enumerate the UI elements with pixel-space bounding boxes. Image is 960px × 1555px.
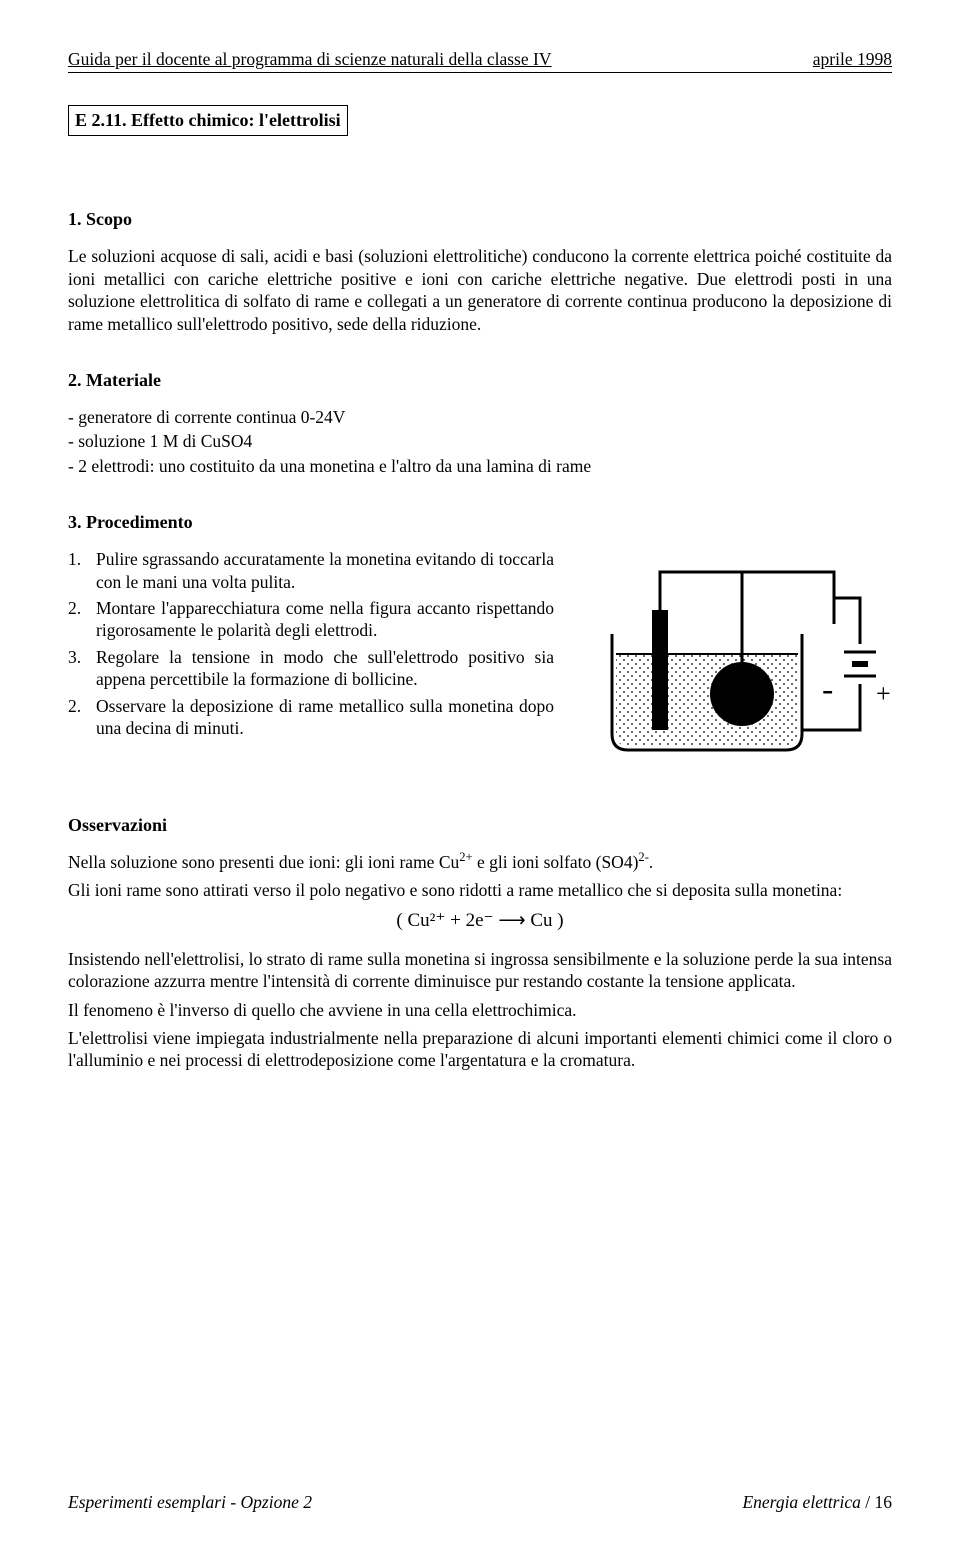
materiale-item: - generatore di corrente continua 0-24V: [68, 406, 892, 428]
electrolysis-diagram: - +: [582, 554, 892, 769]
procedimento-step: 2.Montare l'apparecchiatura come nella f…: [68, 597, 554, 642]
page-header: Guida per il docente al programma di sci…: [68, 48, 892, 73]
procedimento-wrap: 1.Pulire sgrassando accuratamente la mon…: [68, 548, 892, 769]
sup-cu: 2+: [459, 850, 472, 864]
procedimento-step: 1.Pulire sgrassando accuratamente la mon…: [68, 548, 554, 593]
document-title: E 2.11. Effetto chimico: l'elettrolisi: [68, 105, 348, 136]
procedimento-step: 2.Osservare la deposizione di rame metal…: [68, 695, 554, 740]
step-text: Montare l'apparecchiatura come nella fig…: [96, 597, 554, 642]
footer-right-page: / 16: [861, 1492, 892, 1512]
step-text: Pulire sgrassando accuratamente la monet…: [96, 548, 554, 593]
osservazioni-p4: Il fenomeno è l'inverso di quello che av…: [68, 999, 892, 1021]
step-num: 1.: [68, 548, 96, 593]
footer-left: Esperimenti esemplari - Opzione 2: [68, 1491, 312, 1513]
osservazioni-p5: L'elettrolisi viene impiegata industrial…: [68, 1027, 892, 1072]
osservazioni-p1b: e gli ioni solfato (SO4): [473, 852, 639, 872]
page-footer: Esperimenti esemplari - Opzione 2 Energi…: [68, 1491, 892, 1513]
osservazioni-p1a: Nella soluzione sono presenti due ioni: …: [68, 852, 459, 872]
step-text: Regolare la tensione in modo che sull'el…: [96, 646, 554, 691]
section-scopo-heading: 1. Scopo: [68, 208, 892, 231]
osservazioni-p2: Gli ioni rame sono attirati verso il pol…: [68, 879, 892, 901]
sup-so4: 2-: [638, 850, 649, 864]
step-num: 2.: [68, 695, 96, 740]
section-scopo-body: Le soluzioni acquose di sali, acidi e ba…: [68, 245, 892, 335]
osservazioni-p3: Insistendo nell'elettrolisi, lo strato d…: [68, 948, 892, 993]
electrolysis-svg-icon: - +: [582, 554, 892, 764]
procedimento-text: 1.Pulire sgrassando accuratamente la mon…: [68, 548, 554, 743]
minus-label: -: [822, 671, 833, 708]
reduction-equation: ( Cu²⁺ + 2e⁻ ⟶ Cu ): [68, 909, 892, 933]
section-osservazioni-heading: Osservazioni: [68, 814, 892, 837]
footer-right: Energia elettrica / 16: [742, 1491, 892, 1513]
materiale-item: - soluzione 1 M di CuSO4: [68, 430, 892, 452]
header-left: Guida per il docente al programma di sci…: [68, 48, 551, 70]
section-procedimento-heading: 3. Procedimento: [68, 511, 892, 534]
procedimento-step: 3.Regolare la tensione in modo che sull'…: [68, 646, 554, 691]
osservazioni-p1c: .: [649, 852, 653, 872]
step-num: 2.: [68, 597, 96, 642]
plus-label: +: [876, 679, 891, 708]
procedimento-list: 1.Pulire sgrassando accuratamente la mon…: [68, 548, 554, 739]
header-right: aprile 1998: [813, 48, 892, 70]
materiale-item: - 2 elettrodi: uno costituito da una mon…: [68, 455, 892, 477]
step-num: 3.: [68, 646, 96, 691]
footer-right-label: Energia elettrica: [742, 1492, 860, 1512]
step-text: Osservare la deposizione di rame metalli…: [96, 695, 554, 740]
section-materiale-heading: 2. Materiale: [68, 369, 892, 392]
osservazioni-p1: Nella soluzione sono presenti due ioni: …: [68, 851, 892, 873]
materiale-list: - generatore di corrente continua 0-24V …: [68, 406, 892, 477]
